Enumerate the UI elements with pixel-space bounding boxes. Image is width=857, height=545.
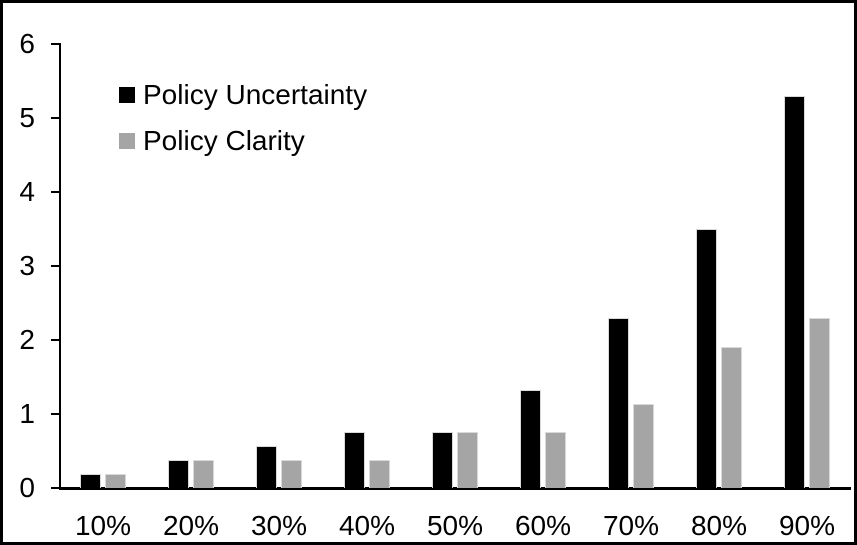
bar-policy-uncertainty-70 [608, 318, 629, 488]
bar-policy-clarity-70 [633, 404, 654, 488]
legend-swatch-policy-clarity-icon [119, 133, 135, 149]
bar-policy-uncertainty-60 [520, 390, 541, 488]
bar-policy-clarity-20 [193, 460, 214, 488]
bar-policy-uncertainty-80 [696, 229, 717, 488]
y-axis-tick-1 [51, 413, 60, 415]
x-axis-label-30: 30% [250, 510, 308, 541]
bar-policy-clarity-10 [105, 474, 126, 488]
y-axis-tick-3 [51, 265, 60, 267]
plot-area: Policy Uncertainty Policy Clarity 0 1 2 3 4 5… [3, 3, 854, 542]
y-axis-label-5: 5 [19, 102, 35, 133]
legend-label-policy-uncertainty: Policy Uncertainty [143, 79, 368, 110]
x-axis-label-80: 80% [690, 510, 748, 541]
x-axis-label-60: 60% [514, 510, 572, 541]
x-axis-line [59, 487, 851, 490]
bar-policy-clarity-60 [545, 432, 566, 488]
legend: Policy Uncertainty Policy Clarity [119, 79, 368, 172]
y-axis-tick-6 [51, 43, 60, 45]
legend-item-policy-clarity: Policy Clarity [119, 125, 367, 156]
bar-policy-uncertainty-50 [432, 432, 453, 488]
y-axis-label-0: 0 [19, 472, 35, 503]
y-axis-label-3: 3 [19, 250, 35, 281]
y-axis-label-4: 4 [19, 176, 35, 207]
x-axis-label-10: 10% [74, 510, 132, 541]
y-axis-tick-5 [51, 117, 60, 119]
x-axis-label-50: 50% [426, 510, 484, 541]
y-axis-label-2: 2 [19, 324, 35, 355]
legend-label-policy-clarity: Policy Clarity [143, 125, 305, 156]
y-axis-label-6: 6 [19, 28, 35, 59]
x-axis-label-20: 20% [162, 510, 220, 541]
x-axis-label-40: 40% [338, 510, 396, 541]
bar-policy-uncertainty-40 [344, 432, 365, 488]
y-axis-line [59, 43, 61, 488]
x-axis-label-90: 90% [778, 510, 836, 541]
bar-policy-uncertainty-20 [168, 460, 189, 488]
bar-policy-uncertainty-30 [256, 446, 277, 488]
legend-item-policy-uncertainty: Policy Uncertainty [119, 79, 368, 110]
y-axis-tick-0 [51, 487, 60, 489]
y-axis-tick-2 [51, 339, 60, 341]
bar-policy-clarity-40 [369, 460, 390, 488]
y-axis-tick-4 [51, 191, 60, 193]
bar-policy-uncertainty-10 [80, 474, 101, 488]
bar-policy-clarity-90 [809, 318, 830, 488]
bar-policy-clarity-50 [457, 432, 478, 488]
x-axis-label-70: 70% [602, 510, 660, 541]
legend-swatch-policy-uncertainty-icon [119, 87, 135, 103]
bar-policy-clarity-80 [721, 347, 742, 488]
y-axis-label-1: 1 [19, 398, 35, 429]
bar-policy-clarity-30 [281, 460, 302, 488]
bar-policy-uncertainty-90 [784, 96, 805, 488]
